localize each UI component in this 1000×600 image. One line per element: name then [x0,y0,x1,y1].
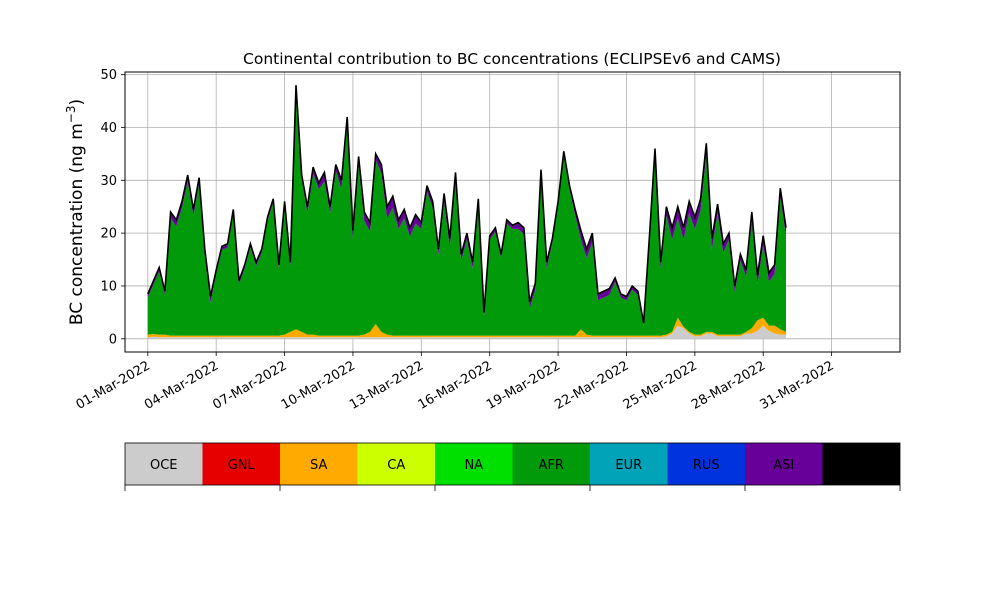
x-tick-label: 07-Mar-2022 [210,358,289,412]
y-tick-label: 0 [109,332,117,347]
x-axis: 01-Mar-202204-Mar-202207-Mar-202210-Mar-… [74,352,837,413]
legend-swatch-afr [512,443,590,485]
y-tick-label: 30 [100,174,117,189]
legend-swatch-aus [822,443,900,485]
legend-label-gnl: GNL [228,458,256,473]
x-tick-label: 04-Mar-2022 [142,358,221,412]
x-tick-label: 28-Mar-2022 [689,358,768,412]
x-tick-label: 19-Mar-2022 [484,358,563,412]
x-tick-label: 13-Mar-2022 [347,358,426,412]
legend-swatch-asi [745,443,823,485]
legend-swatch-rus [667,443,745,485]
legend-label-rus: RUS [693,458,720,473]
x-tick-label: 25-Mar-2022 [621,358,700,412]
y-tick-label: 10 [100,279,117,294]
area-oce [147,325,787,339]
y-axis-label-main: BC concentration (ng m [67,123,87,325]
x-tick-label: 22-Mar-2022 [552,358,631,412]
plot-area [124,71,901,353]
legend-swatch-oce [125,443,203,485]
y-axis-label-exponent: −3 [64,105,78,123]
legend-swatch-gnl [202,443,280,485]
legend-label-aus: AUS [848,458,875,473]
plot-border [124,71,901,353]
y-tick-label: 20 [100,227,117,242]
legend-label-asi: ASI [773,458,794,473]
y-tick-label: 50 [100,68,117,83]
legend-label-eur: EUR [615,458,642,473]
stacked-area-layers [147,85,787,339]
legend-swatch-eur [590,443,668,485]
y-axis-label-close: ) [67,99,87,106]
y-axis: 0 10 20 30 40 50 [100,68,125,347]
legend-colorbar: OCE GNL SA CA NA AFR EUR RUS ASI AUS [124,442,901,491]
area-sa [147,317,787,338]
x-tick-label: 31-Mar-2022 [757,358,836,412]
total-line [147,85,787,324]
legend-label-afr: AFR [539,458,564,473]
legend-swatch-ca [357,443,435,485]
x-tick-label: 16-Mar-2022 [416,358,495,412]
chart-title: Continental contribution to BC concentra… [243,50,781,68]
legend-swatch-sa [280,443,358,485]
legend-label-sa: SA [310,458,327,473]
y-axis-label: BC concentration (ng m−3) [64,99,87,325]
x-tick-label: 01-Mar-2022 [74,358,153,412]
y-tick-label: 40 [100,121,117,136]
legend-label-na: NA [464,458,483,473]
legend-label-ca: CA [387,458,405,473]
legend-label-oce: OCE [150,458,178,473]
x-tick-label: 10-Mar-2022 [279,358,358,412]
area-afr [147,88,787,336]
legend-frame [124,442,901,486]
legend-swatch-na [435,443,513,485]
